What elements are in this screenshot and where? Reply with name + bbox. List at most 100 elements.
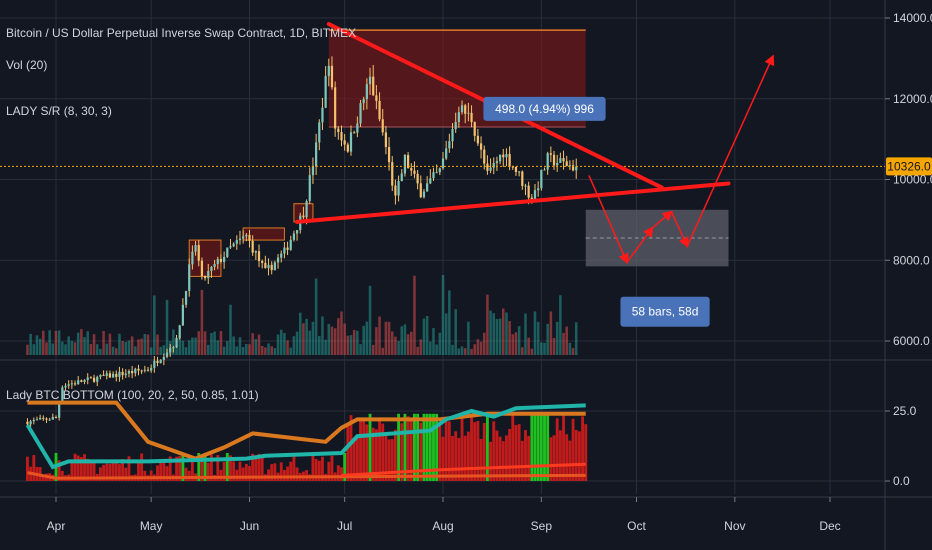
indicator-red-bar xyxy=(251,453,255,481)
candle-body xyxy=(194,245,197,252)
candle-body xyxy=(200,260,204,277)
candle-body xyxy=(321,107,324,123)
indicator-green-bar xyxy=(539,413,543,481)
volume-bar xyxy=(435,344,438,355)
volume-bar xyxy=(413,275,416,355)
candle-body xyxy=(356,123,359,133)
indicator-red-bar xyxy=(463,435,467,481)
candle-body xyxy=(292,233,296,240)
volume-bar xyxy=(248,344,251,355)
candle-body xyxy=(159,359,162,364)
indicator-red-bar xyxy=(482,422,486,481)
candle-body xyxy=(533,190,537,202)
volume-bar xyxy=(42,330,45,355)
candle-body xyxy=(188,264,191,291)
candle-body xyxy=(492,163,495,168)
volume-bar xyxy=(286,340,289,355)
indicator-green-bar xyxy=(203,453,207,481)
volume-bar xyxy=(508,321,511,355)
indicator-red-bar xyxy=(267,469,270,481)
volume-bar xyxy=(346,335,350,355)
volume-bar xyxy=(524,313,527,355)
lady-sr-legend: LADY S/R (8, 30, 3) xyxy=(6,104,112,118)
volume-bar xyxy=(559,295,562,355)
volume-bar xyxy=(340,311,343,355)
candle-body xyxy=(153,360,156,368)
candle-body xyxy=(549,153,552,155)
candle-body xyxy=(42,417,45,419)
indicator-red-bar xyxy=(565,434,569,481)
candle-body xyxy=(438,168,441,173)
indicator-red-bar xyxy=(114,461,118,481)
volume-bar xyxy=(111,346,115,355)
candle-body xyxy=(464,105,467,114)
candle-body xyxy=(400,173,403,182)
candle-body xyxy=(156,360,159,364)
last-price-label: 10326.0 xyxy=(887,159,931,173)
volume-bar xyxy=(505,312,508,355)
indicator-red-bar xyxy=(317,460,321,481)
indicator-green-bar xyxy=(485,413,489,481)
candle-body xyxy=(416,173,419,184)
volume-bar xyxy=(394,336,397,355)
candle-body xyxy=(184,290,188,305)
annotation-box xyxy=(483,96,606,121)
indicator-red-bar xyxy=(79,457,83,481)
volume-bar xyxy=(349,335,353,355)
volume-bar xyxy=(73,342,77,355)
volume-bar xyxy=(327,323,331,355)
candle-body xyxy=(273,262,276,271)
candle-body xyxy=(311,166,315,176)
indicator-red-bar xyxy=(137,460,140,481)
volume-bar xyxy=(311,321,315,355)
candle-body xyxy=(289,239,292,250)
candle-body xyxy=(197,245,200,261)
volume-bar xyxy=(276,334,280,355)
volume-bar xyxy=(210,332,213,355)
indicator-red-bar xyxy=(184,467,188,481)
indicator-green-bar xyxy=(422,413,426,481)
indicator-red-bar xyxy=(520,440,524,481)
indicator-red-bar xyxy=(289,461,293,481)
indicator-red-bar xyxy=(470,417,473,481)
volume-bar xyxy=(83,337,86,355)
projection-arrow xyxy=(651,210,673,229)
volume-bar xyxy=(492,313,496,355)
candle-body xyxy=(286,247,289,250)
candle-body xyxy=(226,247,229,257)
volume-bar xyxy=(371,344,375,355)
volume-bar xyxy=(378,316,381,355)
indicator-red-bar xyxy=(241,467,245,481)
indicator-red-bar xyxy=(574,429,578,481)
volume-bar xyxy=(562,332,565,355)
volume-bar xyxy=(124,341,128,355)
candle-body xyxy=(324,76,327,108)
indicator-green-bar xyxy=(543,413,546,481)
volume-bar xyxy=(482,332,486,355)
candle-body xyxy=(422,191,426,198)
volume-bar xyxy=(134,346,137,355)
projection-arrow xyxy=(626,226,654,263)
volume-bar xyxy=(105,343,109,355)
candle-body xyxy=(302,215,305,218)
indicator-red-bar xyxy=(279,462,283,481)
candle-body xyxy=(476,135,480,144)
candle-body xyxy=(213,264,216,267)
indicator-red-bar xyxy=(365,424,369,481)
indicator-red-bar xyxy=(460,417,464,481)
indicator-red-bar xyxy=(210,454,213,481)
candle-body xyxy=(54,417,58,419)
candle-body xyxy=(267,264,270,269)
candle-body xyxy=(118,371,121,377)
indicator-red-bar xyxy=(466,431,470,481)
volume-bar xyxy=(194,337,197,355)
y-tick-label: 6000.0 xyxy=(893,334,930,348)
volume-bar xyxy=(175,344,178,355)
volume-bar xyxy=(375,327,378,355)
volume-bar xyxy=(283,332,286,355)
indicator-red-bar xyxy=(159,460,163,481)
volume-bar xyxy=(476,339,480,355)
volume-bar xyxy=(226,341,229,355)
indicator-red-bar xyxy=(232,461,236,481)
